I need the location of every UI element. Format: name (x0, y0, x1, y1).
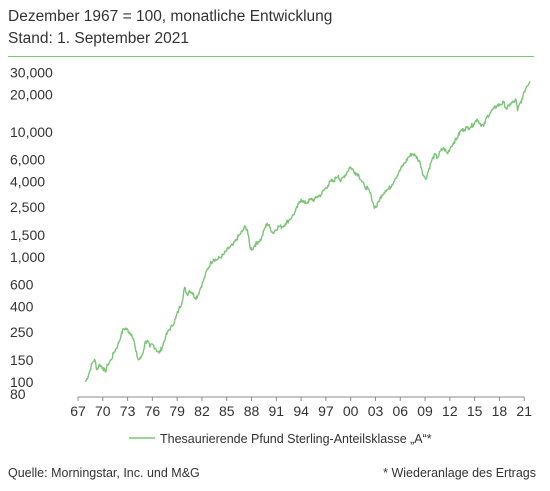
x-tick-label: 73 (120, 403, 136, 419)
y-tick-label: 30,000 (10, 64, 53, 80)
x-tick-label: 91 (269, 403, 285, 419)
chart-subtitle-line-1: Dezember 1967 = 100, monatliche Entwickl… (8, 8, 333, 25)
x-tick-label: 79 (169, 403, 185, 419)
x-tick-label: 76 (145, 403, 161, 419)
footnote: * Wiederanlage des Ertrags (383, 466, 536, 480)
x-tick-label: 18 (492, 403, 508, 419)
series-line (84, 80, 531, 383)
y-tick-label: 4,000 (10, 174, 45, 190)
x-tick-label: 82 (194, 403, 210, 419)
y-tick-label: 1,500 (10, 227, 45, 243)
y-tick-label: 6,000 (10, 152, 45, 168)
x-tick-label: 67 (70, 403, 86, 419)
x-tick-label: 12 (442, 403, 458, 419)
x-tick-label: 70 (95, 403, 111, 419)
y-tick-label: 1,000 (10, 249, 45, 265)
legend-label: Thesaurierende Pfund Sterling-Anteilskla… (160, 432, 432, 446)
chart-subtitle-line-2: Stand: 1. September 2021 (8, 30, 189, 47)
y-tick-label: 80 (10, 386, 26, 402)
x-tick-label: 85 (219, 403, 235, 419)
x-tick-label: 15 (467, 403, 483, 419)
y-tick-label: 400 (10, 299, 34, 315)
chart-header: Dezember 1967 = 100, monatliche Entwickl… (8, 6, 534, 57)
x-axis: 67 70 73 76 79 82 85 88 91 94 97 00 03 06 09 12 15 18 21 (70, 396, 532, 419)
x-tick-label: 06 (392, 403, 408, 419)
y-tick-label: 10,000 (10, 124, 53, 140)
x-tick-label: 88 (244, 403, 260, 419)
y-tick-label: 150 (10, 352, 34, 368)
x-tick-label: 09 (417, 403, 433, 419)
y-tick-label: 600 (10, 277, 34, 293)
y-tick-label: 2,500 (10, 199, 45, 215)
x-tick-label: 94 (293, 403, 309, 419)
legend: Thesaurierende Pfund Sterling-Anteilskla… (129, 432, 432, 446)
y-tick-label: 100 (10, 374, 34, 390)
y-tick-label: 20,000 (10, 86, 53, 102)
y-tick-label: 250 (10, 324, 34, 340)
x-tick-label: 03 (368, 403, 384, 419)
series-layer (84, 80, 531, 383)
x-tick-label: 21 (516, 403, 532, 419)
source-note: Quelle: Morningstar, Inc. und M&G (8, 466, 200, 480)
x-tick-label: 00 (343, 403, 359, 419)
x-tick-label: 97 (318, 403, 334, 419)
